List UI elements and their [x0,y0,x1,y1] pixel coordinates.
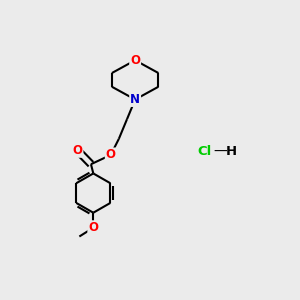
Text: N: N [130,93,140,106]
Text: O: O [88,221,98,234]
Text: O: O [130,54,140,67]
Text: Cl: Cl [198,145,212,158]
Text: O: O [106,148,116,161]
Text: H: H [226,145,237,158]
Text: —: — [213,145,227,158]
Text: O: O [73,144,82,157]
